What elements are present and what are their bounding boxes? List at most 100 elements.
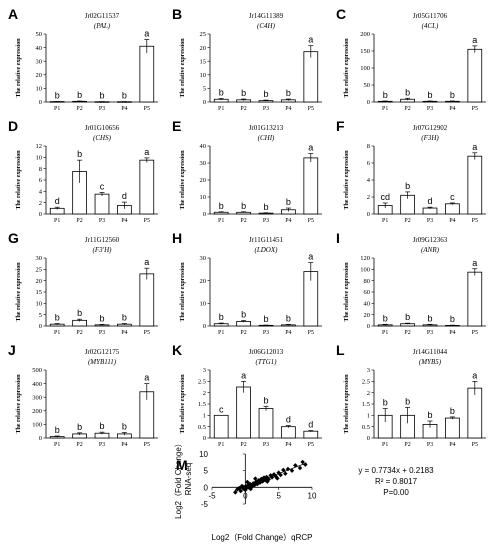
significance-letter: c [450, 192, 455, 202]
bar-panel-d: D Jr01G10656 (CHS) The relative expression 0… [8, 118, 158, 224]
bar-panel-c: C Jr05G11706 (4CL) The relative expression 0… [336, 6, 486, 112]
y-tick-label: 3 [203, 367, 206, 374]
scatter-point [289, 468, 295, 473]
gene-name: (C4H) [257, 22, 276, 30]
significance-letter: b [122, 313, 127, 323]
x-category-label: P2 [404, 442, 410, 448]
y-tick-label: 100 [360, 65, 370, 72]
x-category-label: P1 [54, 330, 60, 336]
y-tick-label: 400 [32, 381, 42, 388]
y-axis-label: The relative expression [16, 38, 22, 98]
y-tick-label: 0 [367, 99, 370, 106]
scatter-point [297, 465, 303, 471]
x-category-label: P4 [449, 330, 455, 336]
y-tick-label: 2 [203, 390, 206, 397]
significance-letter: b [77, 308, 82, 318]
y-axis-label: The relative expression [344, 38, 350, 98]
gene-name: (F3H) [421, 134, 439, 142]
r-squared: R² = 0.8017 [375, 477, 418, 486]
scatter-point [281, 467, 286, 473]
significance-letter: b [55, 313, 60, 323]
significance-letter: b [77, 422, 82, 432]
significance-letter: b [383, 90, 388, 100]
y-tick-label: 8 [39, 166, 42, 173]
gene-id: Jr06G12013 [249, 348, 284, 356]
x-category-label: P2 [76, 442, 82, 448]
x-category-label: P1 [218, 106, 224, 112]
x-category-label: P5 [308, 442, 314, 448]
panel-letter: J [8, 342, 16, 358]
x-category-label: P1 [54, 442, 60, 448]
bar-panel-a: A Jr02G11537 (PAL) The relative expression 0… [8, 6, 158, 112]
x-category-label: P5 [472, 442, 478, 448]
significance-letter: cd [380, 192, 390, 202]
x-category-label: P4 [449, 106, 455, 112]
significance-letter: b [383, 398, 388, 408]
x-category-label: P4 [285, 330, 291, 336]
x-category-label: P2 [240, 106, 246, 112]
y-axis-label: The relative expression [180, 374, 186, 434]
gene-id: Jr02G12175 [85, 348, 120, 356]
y-tick-label: -5 [201, 500, 209, 509]
significance-letter: b [405, 312, 410, 322]
significance-letter: a [472, 370, 477, 380]
x-tick-label: -5 [208, 491, 216, 500]
y-tick-label: 10 [36, 86, 43, 93]
y-tick-label: 10 [199, 450, 208, 459]
significance-letter: b [219, 312, 224, 322]
x-category-label: P1 [382, 106, 388, 112]
gene-name: (ANR) [421, 246, 440, 254]
y-tick-label: 1.5 [362, 401, 370, 408]
gene-id: Jr01G10656 [85, 124, 120, 132]
y-tick-label: 4 [39, 189, 43, 196]
gene-id: Jr11G11451 [249, 236, 284, 244]
significance-letter: a [472, 35, 477, 45]
x-category-label: P2 [404, 330, 410, 336]
y-tick-label: 0.5 [198, 424, 206, 431]
scatter-point [285, 466, 291, 472]
scatter-point [253, 476, 258, 481]
significance-letter: b [241, 88, 246, 98]
significance-letter: c [100, 181, 105, 191]
x-category-label: P3 [263, 218, 269, 224]
significance-letter: b [427, 313, 432, 323]
panel-letter: M [176, 457, 188, 473]
x-category-label: P5 [472, 106, 478, 112]
bar [422, 207, 438, 215]
gene-id: Jr01G13213 [249, 124, 284, 132]
x-category-label: P1 [382, 442, 388, 448]
significance-letter: b [450, 90, 455, 100]
y-tick-label: 200 [360, 31, 370, 38]
x-category-label: P1 [218, 218, 224, 224]
significance-letter: a [144, 257, 149, 267]
y-tick-label: 10 [36, 301, 43, 308]
scatter-point [300, 459, 305, 465]
significance-letter: b [405, 181, 410, 191]
gene-id: Jr11G12560 [85, 236, 120, 244]
significance-letter: b [122, 422, 127, 432]
panel-letter: E [172, 118, 181, 134]
significance-letter: b [286, 313, 291, 323]
y-tick-label: 10 [200, 72, 207, 79]
panel-letter: H [172, 230, 182, 246]
gene-name: (PAL) [94, 22, 111, 30]
y-tick-label: 5 [204, 467, 209, 476]
x-category-label: P4 [285, 106, 291, 112]
gene-id: Jr14G11044 [413, 348, 448, 356]
y-tick-label: 20 [36, 72, 43, 79]
bar [303, 51, 319, 103]
significance-letter: d [427, 196, 432, 206]
y-tick-label: 0 [39, 99, 42, 106]
y-tick-label: 0 [204, 483, 209, 492]
y-tick-label: 6 [39, 177, 43, 184]
y-tick-label: 300 [32, 394, 42, 401]
y-axis-label: The relative expression [180, 150, 186, 210]
scatter-point [275, 476, 280, 481]
y-tick-label: 25 [36, 267, 43, 274]
significance-letter: b [99, 91, 104, 101]
significance-letter: a [308, 35, 313, 45]
significance-letter: b [219, 87, 224, 97]
significance-letter: b [263, 314, 268, 324]
